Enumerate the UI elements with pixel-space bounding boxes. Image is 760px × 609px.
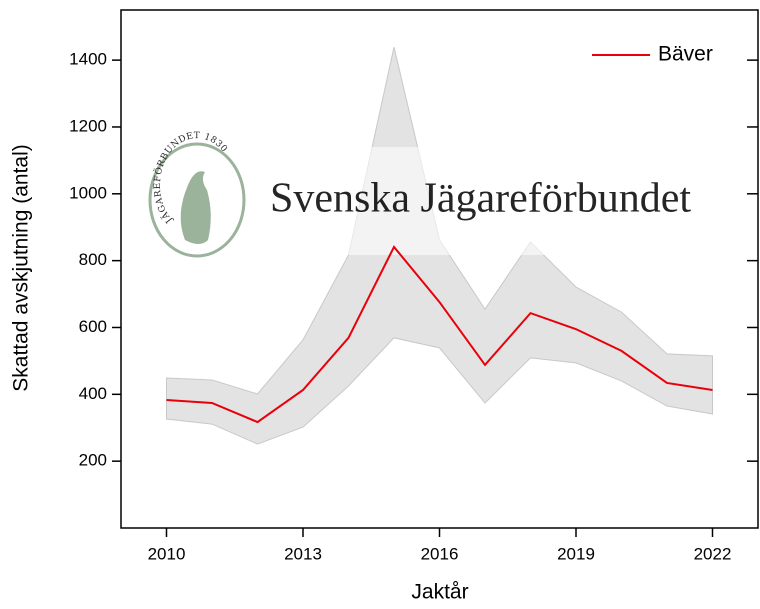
x-axis-label: Jaktår <box>411 581 468 604</box>
line <box>166 245 713 424</box>
watermark-text: Svenska Jägareförbundet <box>270 176 691 222</box>
y-tick-label: 800 <box>79 250 107 269</box>
x-tick-label: 2022 <box>694 544 732 563</box>
y-tick-label: 200 <box>79 451 107 470</box>
y-tick-label: 1000 <box>69 183 107 202</box>
x-tick-label: 2019 <box>557 544 595 563</box>
logo-eagle <box>180 171 211 244</box>
legend-label: Bäver <box>658 43 713 66</box>
x-tick-label: 2013 <box>284 544 322 563</box>
y-tick-label: 1200 <box>69 116 107 135</box>
x-tick-label: 2010 <box>148 544 186 563</box>
y-axis-label: Skattad avskjutning (antal) <box>10 144 33 391</box>
y-tick-label: 1400 <box>69 50 107 69</box>
x-tick-label: 2016 <box>421 544 459 563</box>
y-tick-label: 400 <box>79 384 107 403</box>
y-tick-label: 600 <box>79 317 107 336</box>
